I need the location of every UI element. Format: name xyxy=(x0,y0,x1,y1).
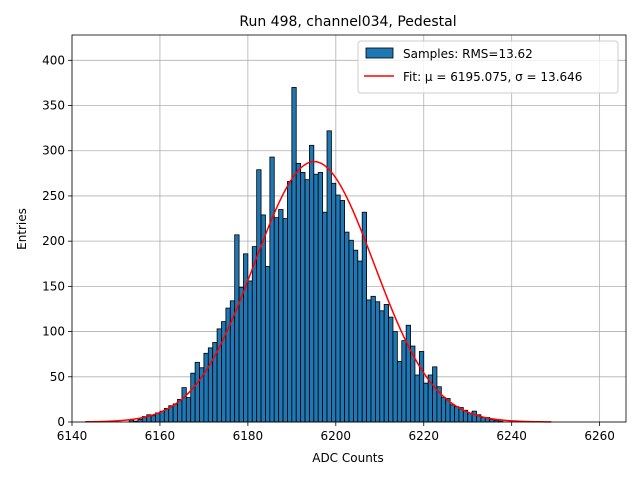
histogram-bar xyxy=(414,374,420,423)
y-tick-label: 300 xyxy=(42,144,65,158)
legend-box xyxy=(357,40,619,94)
histogram-bar xyxy=(234,234,240,423)
histogram-bar xyxy=(207,347,214,423)
histogram-bar xyxy=(471,410,477,423)
histogram-bar xyxy=(335,194,341,423)
x-tick-label: 6220 xyxy=(408,429,439,443)
histogram-bar xyxy=(309,144,315,423)
legend-samples-label: Samples: RMS=13.62 xyxy=(403,47,533,61)
y-tick-label: 250 xyxy=(42,189,65,203)
histogram-bar xyxy=(190,372,196,423)
histogram-bar xyxy=(256,169,262,423)
histogram-bar xyxy=(203,352,209,423)
histogram-bar xyxy=(379,310,385,423)
grid xyxy=(71,35,626,423)
histogram-bar xyxy=(282,218,288,423)
y-tick-label: 0 xyxy=(57,415,65,429)
y-tick-label: 150 xyxy=(42,279,65,293)
y-tick-label: 200 xyxy=(42,234,65,248)
histogram-bar xyxy=(396,361,403,423)
histogram-bar xyxy=(326,130,332,423)
histogram-bar xyxy=(265,266,271,423)
y-axis-ticks: 0 50 100 150 200 250 300 350 400 xyxy=(42,53,72,429)
y-tick-label: 50 xyxy=(50,370,65,384)
histogram-bar xyxy=(243,253,249,423)
histogram-bar xyxy=(352,249,359,423)
x-axis-ticks: 6140 6160 6180 6200 6220 6240 6260 xyxy=(57,422,615,443)
histogram-bar xyxy=(295,162,302,423)
histogram-bar xyxy=(344,231,350,423)
plot-frame xyxy=(71,34,627,423)
histogram-bar xyxy=(172,403,178,423)
x-tick-label: 6140 xyxy=(57,429,88,443)
histogram-bar xyxy=(331,182,337,423)
histogram-bar xyxy=(357,260,363,423)
histogram-bar xyxy=(449,404,455,423)
fit-curve-group xyxy=(85,160,552,423)
histogram-bar xyxy=(370,295,376,423)
histogram-bar xyxy=(339,200,346,423)
histogram-bar xyxy=(251,246,258,423)
legend-samples-swatch xyxy=(365,47,394,59)
histogram-bar xyxy=(194,361,200,423)
histogram-bar xyxy=(181,387,187,423)
histogram-bar xyxy=(304,179,310,423)
histogram-bar xyxy=(432,366,438,423)
histogram-bar xyxy=(423,382,429,423)
histogram-bar xyxy=(291,87,297,423)
histogram-bar xyxy=(238,286,244,423)
x-tick-label: 6260 xyxy=(584,429,615,443)
histogram-bar xyxy=(300,172,306,423)
histogram-bar xyxy=(317,172,324,423)
y-tick-label: 100 xyxy=(42,325,65,339)
histogram-bar xyxy=(374,301,381,423)
histogram-bar xyxy=(273,217,280,423)
histogram-bar xyxy=(137,418,143,423)
legend-fit-label: Fit: μ = 6195.075, σ = 13.646 xyxy=(403,70,582,84)
chart-title: Run 498, channel034, Pedestal xyxy=(239,14,456,30)
histogram-bar xyxy=(440,397,447,423)
x-axis-label: ADC Counts xyxy=(312,451,384,465)
histogram-bar xyxy=(278,209,284,423)
histogram-bar xyxy=(388,316,394,423)
histogram-bar xyxy=(454,406,460,423)
histogram-bar xyxy=(366,299,372,423)
histogram-bar xyxy=(348,239,354,423)
x-tick-label: 6180 xyxy=(233,429,264,443)
gaussian-fit-curve xyxy=(85,160,552,423)
histogram-bar xyxy=(322,211,328,423)
histogram-bar xyxy=(392,331,398,423)
x-tick-label: 6240 xyxy=(496,429,527,443)
y-axis-label: Entries xyxy=(15,208,29,250)
histogram-bar xyxy=(247,280,253,423)
histogram-bar xyxy=(405,324,411,423)
x-tick-label: 6200 xyxy=(321,429,352,443)
x-tick-label: 6160 xyxy=(145,429,176,443)
histogram-bar xyxy=(383,304,389,423)
legend: Samples: RMS=13.62 Fit: μ = 6195.075, σ … xyxy=(357,40,619,94)
histogram-bar xyxy=(313,173,319,423)
histogram-bar xyxy=(150,415,156,423)
y-tick-label: 400 xyxy=(42,53,65,67)
histogram-bar xyxy=(185,397,192,423)
histogram-bar xyxy=(418,351,425,423)
histogram-bars xyxy=(128,87,504,423)
y-tick-label: 350 xyxy=(42,99,65,113)
histogram-bar xyxy=(269,156,275,423)
histogram-bar xyxy=(287,181,293,423)
histogram-bar xyxy=(401,340,407,423)
